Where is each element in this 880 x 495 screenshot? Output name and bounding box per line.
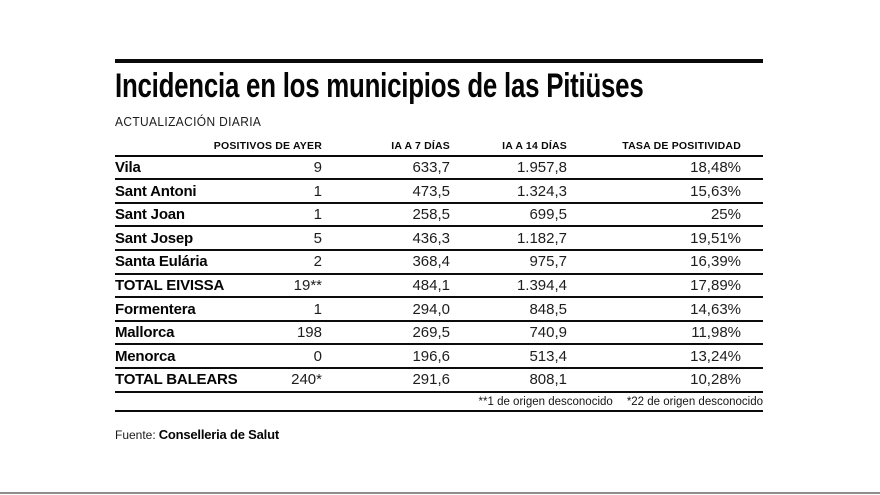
row-label: Sant Josep (115, 229, 194, 247)
column-header-ia7: IA A 7 DÍAS (391, 139, 450, 152)
cell-ia-14-dias: 740,9 (529, 324, 567, 342)
table-row: Formentera 1 294,0 848,5 14,63% (115, 298, 763, 322)
table-header-row: POSITIVOS DE AYER IA A 7 DÍAS IA A 14 DÍ… (115, 137, 763, 157)
row-label: Formentera (115, 300, 196, 318)
page-title: Incidencia en los municipios de las Piti… (115, 67, 644, 105)
source-line: Fuente: Conselleria de Salut (115, 427, 763, 442)
cell-ia-7-dias: 633,7 (412, 158, 450, 176)
table-row: Mallorca 198 269,5 740,9 11,98% (115, 322, 763, 346)
footnotes: **1 de origen desconocido *22 de origen … (115, 393, 763, 412)
cell-tasa-positividad: 15,63% (690, 182, 741, 200)
row-label: TOTAL BALEARS (115, 371, 238, 389)
cell-tasa-positividad: 11,98% (691, 324, 741, 342)
cell-ia-14-dias: 975,7 (529, 253, 567, 271)
column-header-positivos: POSITIVOS DE AYER (213, 139, 322, 152)
cell-tasa-positividad: 25% (710, 206, 741, 224)
row-label: Sant Joan (115, 206, 185, 224)
cell-ia-7-dias: 196,6 (412, 347, 450, 365)
cell-positivos-de-ayer: 1 (313, 182, 322, 200)
cell-positivos-de-ayer: 19** (293, 276, 322, 294)
row-label: Santa Eulária (115, 253, 208, 271)
cell-tasa-positividad: 13,24% (690, 347, 741, 365)
table-row: Vila 9 633,7 1.957,8 18,48% (115, 157, 763, 181)
cell-positivos-de-ayer: 1 (313, 206, 322, 224)
cell-positivos-de-ayer: 0 (313, 347, 322, 365)
column-header-ia14: IA A 14 DÍAS (502, 139, 567, 152)
row-label: Sant Antoni (115, 182, 197, 200)
cell-ia-7-dias: 436,3 (412, 229, 450, 247)
footnote-double-asterisk: **1 de origen desconocido (478, 395, 613, 408)
cell-tasa-positividad: 18,48% (690, 158, 741, 176)
table-row: Menorca 0 196,6 513,4 13,24% (115, 345, 763, 370)
infographic-content: Incidencia en los municipios de las Piti… (115, 59, 763, 442)
cell-ia-14-dias: 1.957,8 (516, 158, 567, 176)
cell-ia-7-dias: 294,0 (412, 300, 450, 318)
footnote-single-asterisk: *22 de origen desconocido (626, 395, 763, 408)
cell-ia-7-dias: 484,1 (412, 276, 450, 294)
cell-positivos-de-ayer: 9 (313, 158, 322, 176)
cell-tasa-positividad: 17,89% (690, 276, 741, 294)
cell-positivos-de-ayer: 240* (291, 371, 322, 389)
row-label: Vila (115, 158, 141, 176)
cell-ia-14-dias: 808,1 (529, 371, 567, 389)
cell-tasa-positividad: 14,63% (690, 300, 741, 318)
column-header-blank (115, 152, 205, 155)
table-row: Sant Antoni 1 473,5 1.324,3 15,63% (115, 180, 763, 204)
table-row: Santa Eulária 2 368,4 975,7 16,39% (115, 251, 763, 275)
source-name: Conselleria de Salut (158, 426, 279, 442)
row-label: TOTAL EIVISSA (115, 276, 225, 294)
cell-ia-7-dias: 269,5 (412, 324, 450, 342)
cell-ia-7-dias: 258,5 (412, 206, 450, 224)
table-row: TOTAL EIVISSA 19** 484,1 1.394,4 17,89% (115, 275, 763, 299)
page-subtitle: ACTUALIZACIÓN DIARIA (115, 113, 262, 129)
cell-ia-14-dias: 848,5 (529, 300, 567, 318)
cell-positivos-de-ayer: 2 (313, 253, 322, 271)
cell-positivos-de-ayer: 1 (313, 300, 322, 318)
table-row: Sant Joan 1 258,5 699,5 25% (115, 204, 763, 228)
column-header-tasa: TASA DE POSITIVIDAD (622, 139, 741, 152)
top-rule-divider (115, 59, 763, 63)
cell-ia-7-dias: 291,6 (412, 371, 450, 389)
row-label: Menorca (115, 347, 176, 365)
cell-ia-14-dias: 1.324,3 (516, 182, 567, 200)
cell-positivos-de-ayer: 198 (296, 324, 322, 342)
bottom-divider (0, 491, 880, 494)
table-row: TOTAL BALEARS 240* 291,6 808,1 10,28% (115, 369, 763, 393)
cell-ia-14-dias: 513,4 (529, 347, 567, 365)
cell-tasa-positividad: 16,39% (690, 253, 741, 271)
source-label: Fuente: (115, 427, 156, 442)
cell-ia-7-dias: 368,4 (412, 253, 450, 271)
cell-ia-14-dias: 1.394,4 (516, 276, 567, 294)
table-row: Sant Josep 5 436,3 1.182,7 19,51% (115, 227, 763, 252)
incidence-table: POSITIVOS DE AYER IA A 7 DÍAS IA A 14 DÍ… (115, 137, 763, 412)
cell-tasa-positividad: 10,28% (690, 371, 741, 389)
cell-ia-14-dias: 1.182,7 (516, 229, 567, 247)
cell-ia-7-dias: 473,5 (412, 182, 450, 200)
cell-tasa-positividad: 19,51% (690, 229, 741, 247)
cell-ia-14-dias: 699,5 (529, 206, 567, 224)
table-body: Vila 9 633,7 1.957,8 18,48% Sant Antoni … (115, 157, 763, 393)
row-label: Mallorca (115, 324, 175, 342)
cell-positivos-de-ayer: 5 (313, 229, 322, 247)
